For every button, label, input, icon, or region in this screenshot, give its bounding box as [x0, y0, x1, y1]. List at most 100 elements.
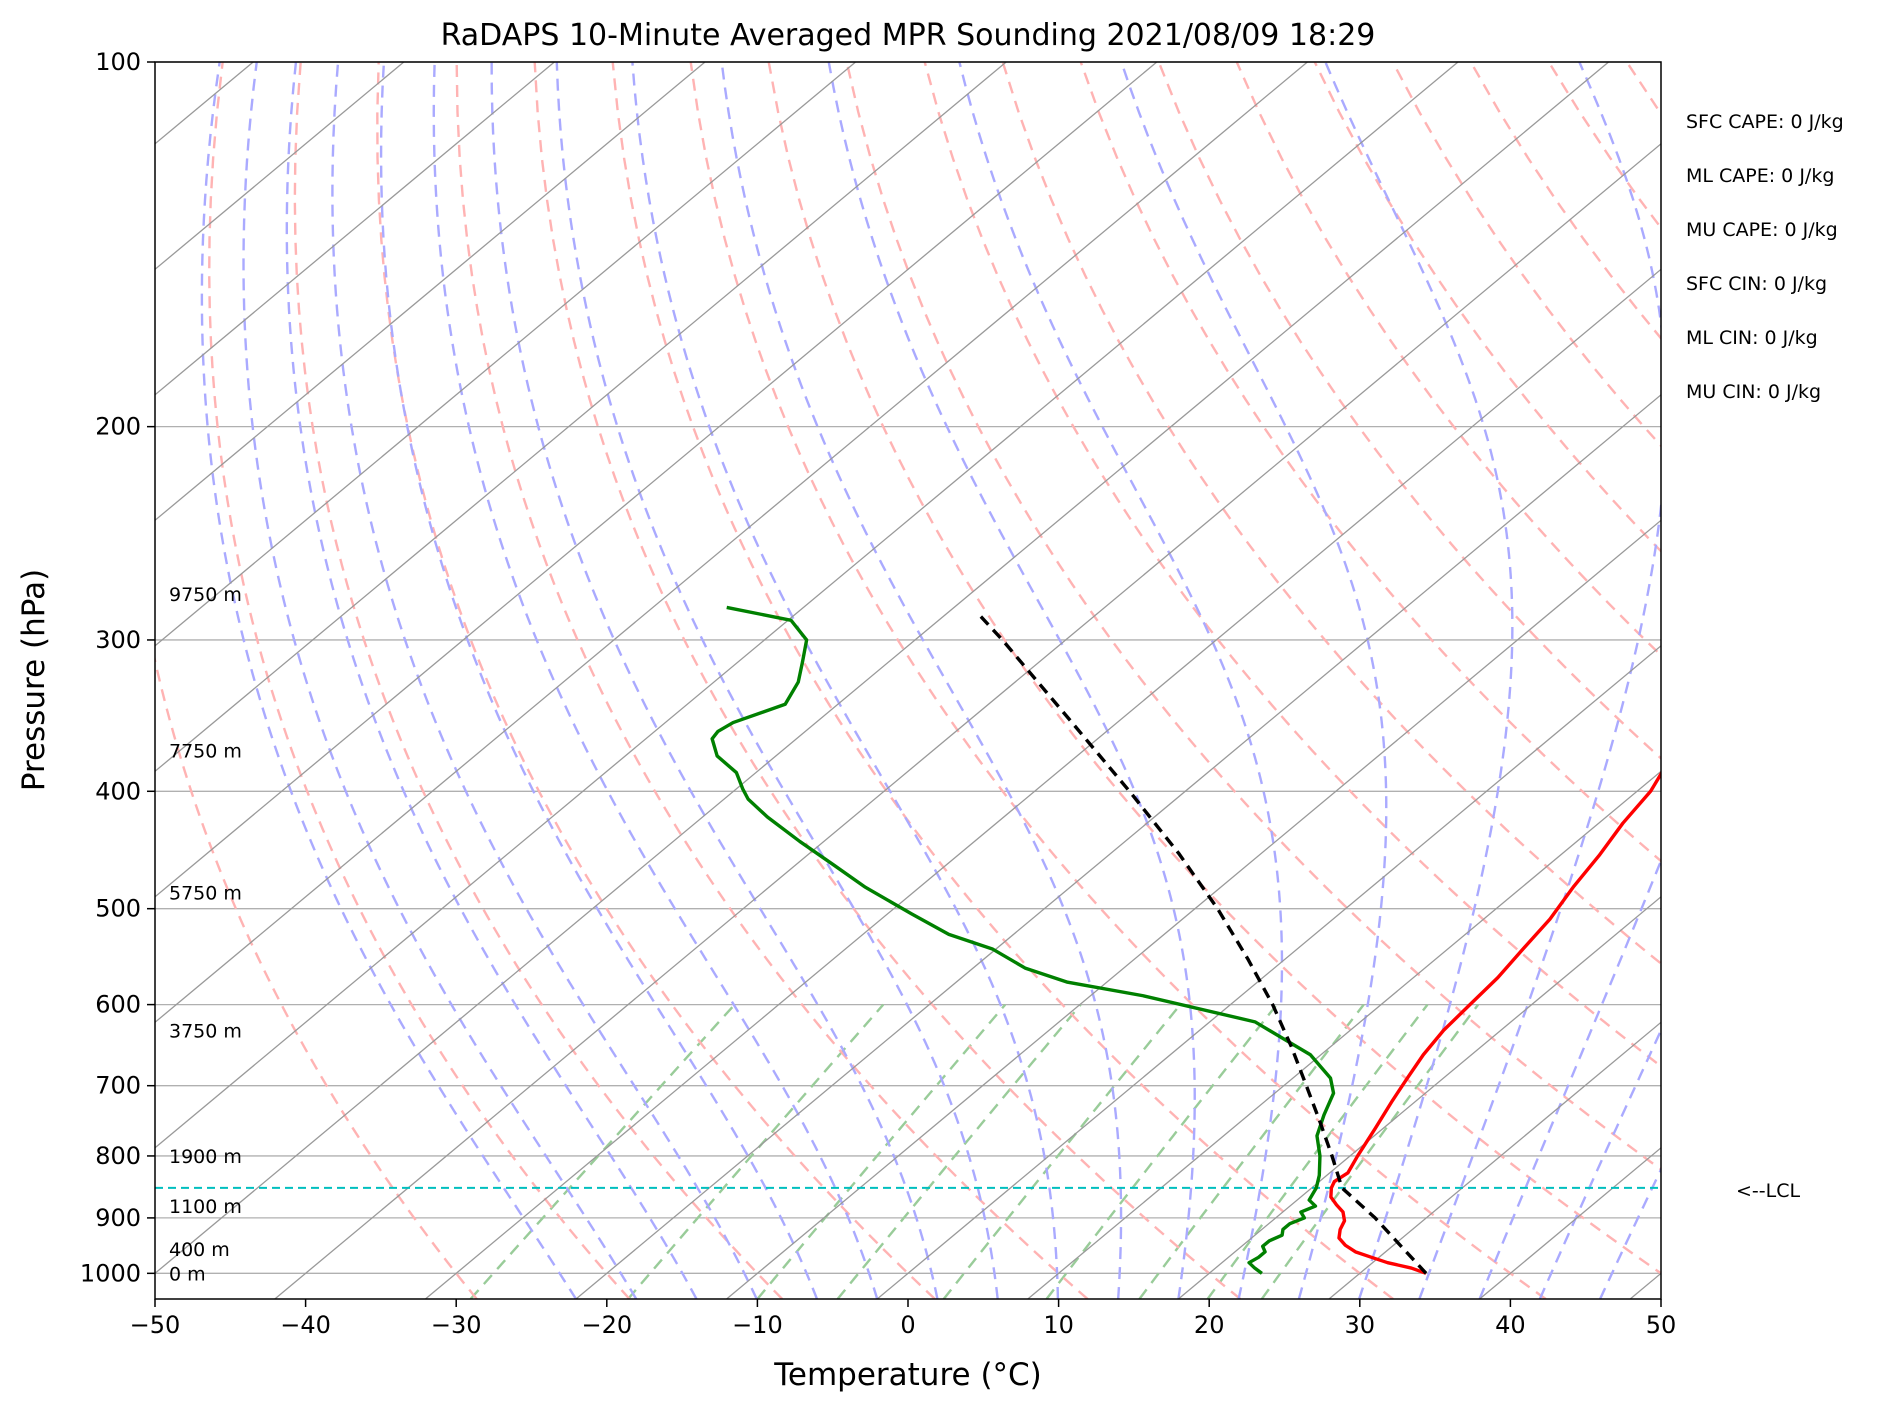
moist-adiabat	[285, 62, 698, 1299]
isotherm	[155, 62, 857, 647]
isotherm	[424, 268, 1661, 1299]
plot-area	[155, 62, 1661, 1299]
stability-indices: SFC CAPE: 0 J/kg ML CAPE: 0 J/kg MU CAPE: …	[1686, 111, 1844, 403]
y-tick-label: 400	[95, 777, 141, 805]
stability-index: ML CAPE: 0 J/kg	[1686, 165, 1834, 187]
moist-adiabat	[331, 62, 758, 1299]
moist-adiabat	[631, 62, 1060, 1299]
stability-index: MU CAPE: 0 J/kg	[1686, 219, 1838, 241]
height-label: 1900 m	[169, 1146, 242, 1168]
dry-adiabat	[1079, 62, 1661, 863]
x-tick-label: −40	[280, 1311, 331, 1339]
moist-adiabat	[827, 62, 1196, 1299]
dry-adiabat	[1235, 62, 1661, 657]
mixing-ratio-line	[469, 1003, 736, 1299]
mixing-ratio-line	[756, 1003, 1007, 1299]
isotherm	[1328, 1021, 1661, 1299]
dry-adiabat	[845, 62, 1661, 1171]
height-label: 3750 m	[169, 1020, 242, 1042]
moist-adiabat	[200, 62, 578, 1299]
isotherm	[155, 62, 1158, 898]
mixing-ratio-line	[836, 1003, 1082, 1299]
isotherm	[1027, 770, 1661, 1299]
x-axis-label: Temperature (°C)	[773, 1357, 1042, 1393]
isotherm	[155, 62, 1610, 1275]
x-tick-label: 30	[1345, 1311, 1376, 1339]
height-label: 5750 m	[169, 883, 242, 905]
lcl-label: <--LCL	[1736, 1180, 1800, 1202]
x-tick-label: −10	[732, 1311, 783, 1339]
chart-title: RaDAPS 10-Minute Averaged MPR Sounding 2…	[441, 18, 1376, 53]
mixing-ratio-line	[1045, 1003, 1278, 1299]
height-label: 7750 m	[169, 740, 242, 762]
stability-index: SFC CAPE: 0 J/kg	[1686, 111, 1844, 133]
stability-index: MU CIN: 0 J/kg	[1686, 381, 1821, 403]
parcel_profile-line	[976, 611, 1428, 1275]
dry-adiabats	[155, 62, 1661, 1299]
isotherm	[1177, 895, 1661, 1299]
y-tick-label: 1000	[80, 1259, 141, 1287]
isotherm	[155, 62, 405, 271]
stability-index: ML CIN: 0 J/kg	[1686, 327, 1818, 349]
moist-adiabat	[242, 62, 638, 1299]
dry-adiabat	[208, 62, 631, 1299]
moist-adiabat	[379, 62, 819, 1299]
y-tick-label: 800	[95, 1142, 141, 1170]
isotherm	[155, 62, 1007, 773]
sounding-series	[710, 605, 1661, 1275]
isotherm	[274, 142, 1661, 1299]
isotherm	[876, 644, 1661, 1299]
x-tick-label: −20	[581, 1311, 632, 1339]
height-label: 9750 m	[169, 584, 242, 606]
isotherm-lines	[155, 62, 1661, 1299]
y-tick-label: 300	[95, 626, 141, 654]
dewpoint-line	[710, 605, 1336, 1275]
moist-adiabat	[490, 62, 939, 1299]
x-tick-label: −50	[130, 1311, 181, 1339]
isotherm	[155, 62, 1459, 1149]
moist-adiabats	[200, 62, 1661, 1299]
mixing-ratio-line	[1206, 1003, 1429, 1299]
mixing-ratio-line	[1138, 1003, 1365, 1299]
y-axis-label: Pressure (hPa)	[16, 569, 52, 791]
dry-adiabat	[155, 655, 478, 1299]
isotherm	[155, 62, 706, 522]
moist-adiabat	[720, 62, 1123, 1299]
stability-index: SFC CIN: 0 J/kg	[1686, 273, 1827, 295]
y-tick-label: 600	[95, 991, 141, 1019]
dry-adiabat	[689, 62, 1547, 1299]
dry-adiabat	[767, 62, 1661, 1275]
mixing-ratio-line	[627, 1003, 885, 1299]
moist-adiabat	[1418, 62, 1661, 1299]
mixing-ratio-lines	[469, 1003, 1480, 1299]
isotherm	[726, 519, 1661, 1299]
dry-adiabat	[455, 62, 1089, 1299]
dry-adiabat	[611, 62, 1394, 1299]
x-tick-label: −30	[431, 1311, 482, 1339]
dry-adiabat	[1157, 62, 1661, 760]
y-tick-label: 900	[95, 1204, 141, 1232]
x-axis-ticks: −50 −40 −30 −20 −10 0 10 20 30 40 50	[130, 1299, 1677, 1339]
mixing-ratio-line	[942, 1003, 1182, 1299]
temperature-line	[1329, 770, 1661, 1275]
x-tick-label: 50	[1646, 1311, 1677, 1339]
moist-adiabat	[432, 62, 879, 1299]
height-label: 400 m	[169, 1239, 230, 1261]
dry-adiabat	[1001, 62, 1661, 966]
x-tick-label: 0	[900, 1311, 915, 1339]
moist-adiabat	[1120, 62, 1388, 1299]
x-tick-label: 40	[1495, 1311, 1526, 1339]
y-tick-label: 500	[95, 895, 141, 923]
isotherm	[155, 62, 555, 396]
moist-adiabat	[555, 62, 999, 1299]
isotherm	[575, 393, 1661, 1299]
height-label: 1100 m	[169, 1196, 242, 1218]
x-tick-label: 20	[1194, 1311, 1225, 1339]
moist-adiabat	[1478, 857, 1661, 1299]
moist-adiabat	[958, 62, 1284, 1299]
y-tick-label: 100	[95, 48, 141, 76]
x-tick-label: 10	[1043, 1311, 1074, 1339]
